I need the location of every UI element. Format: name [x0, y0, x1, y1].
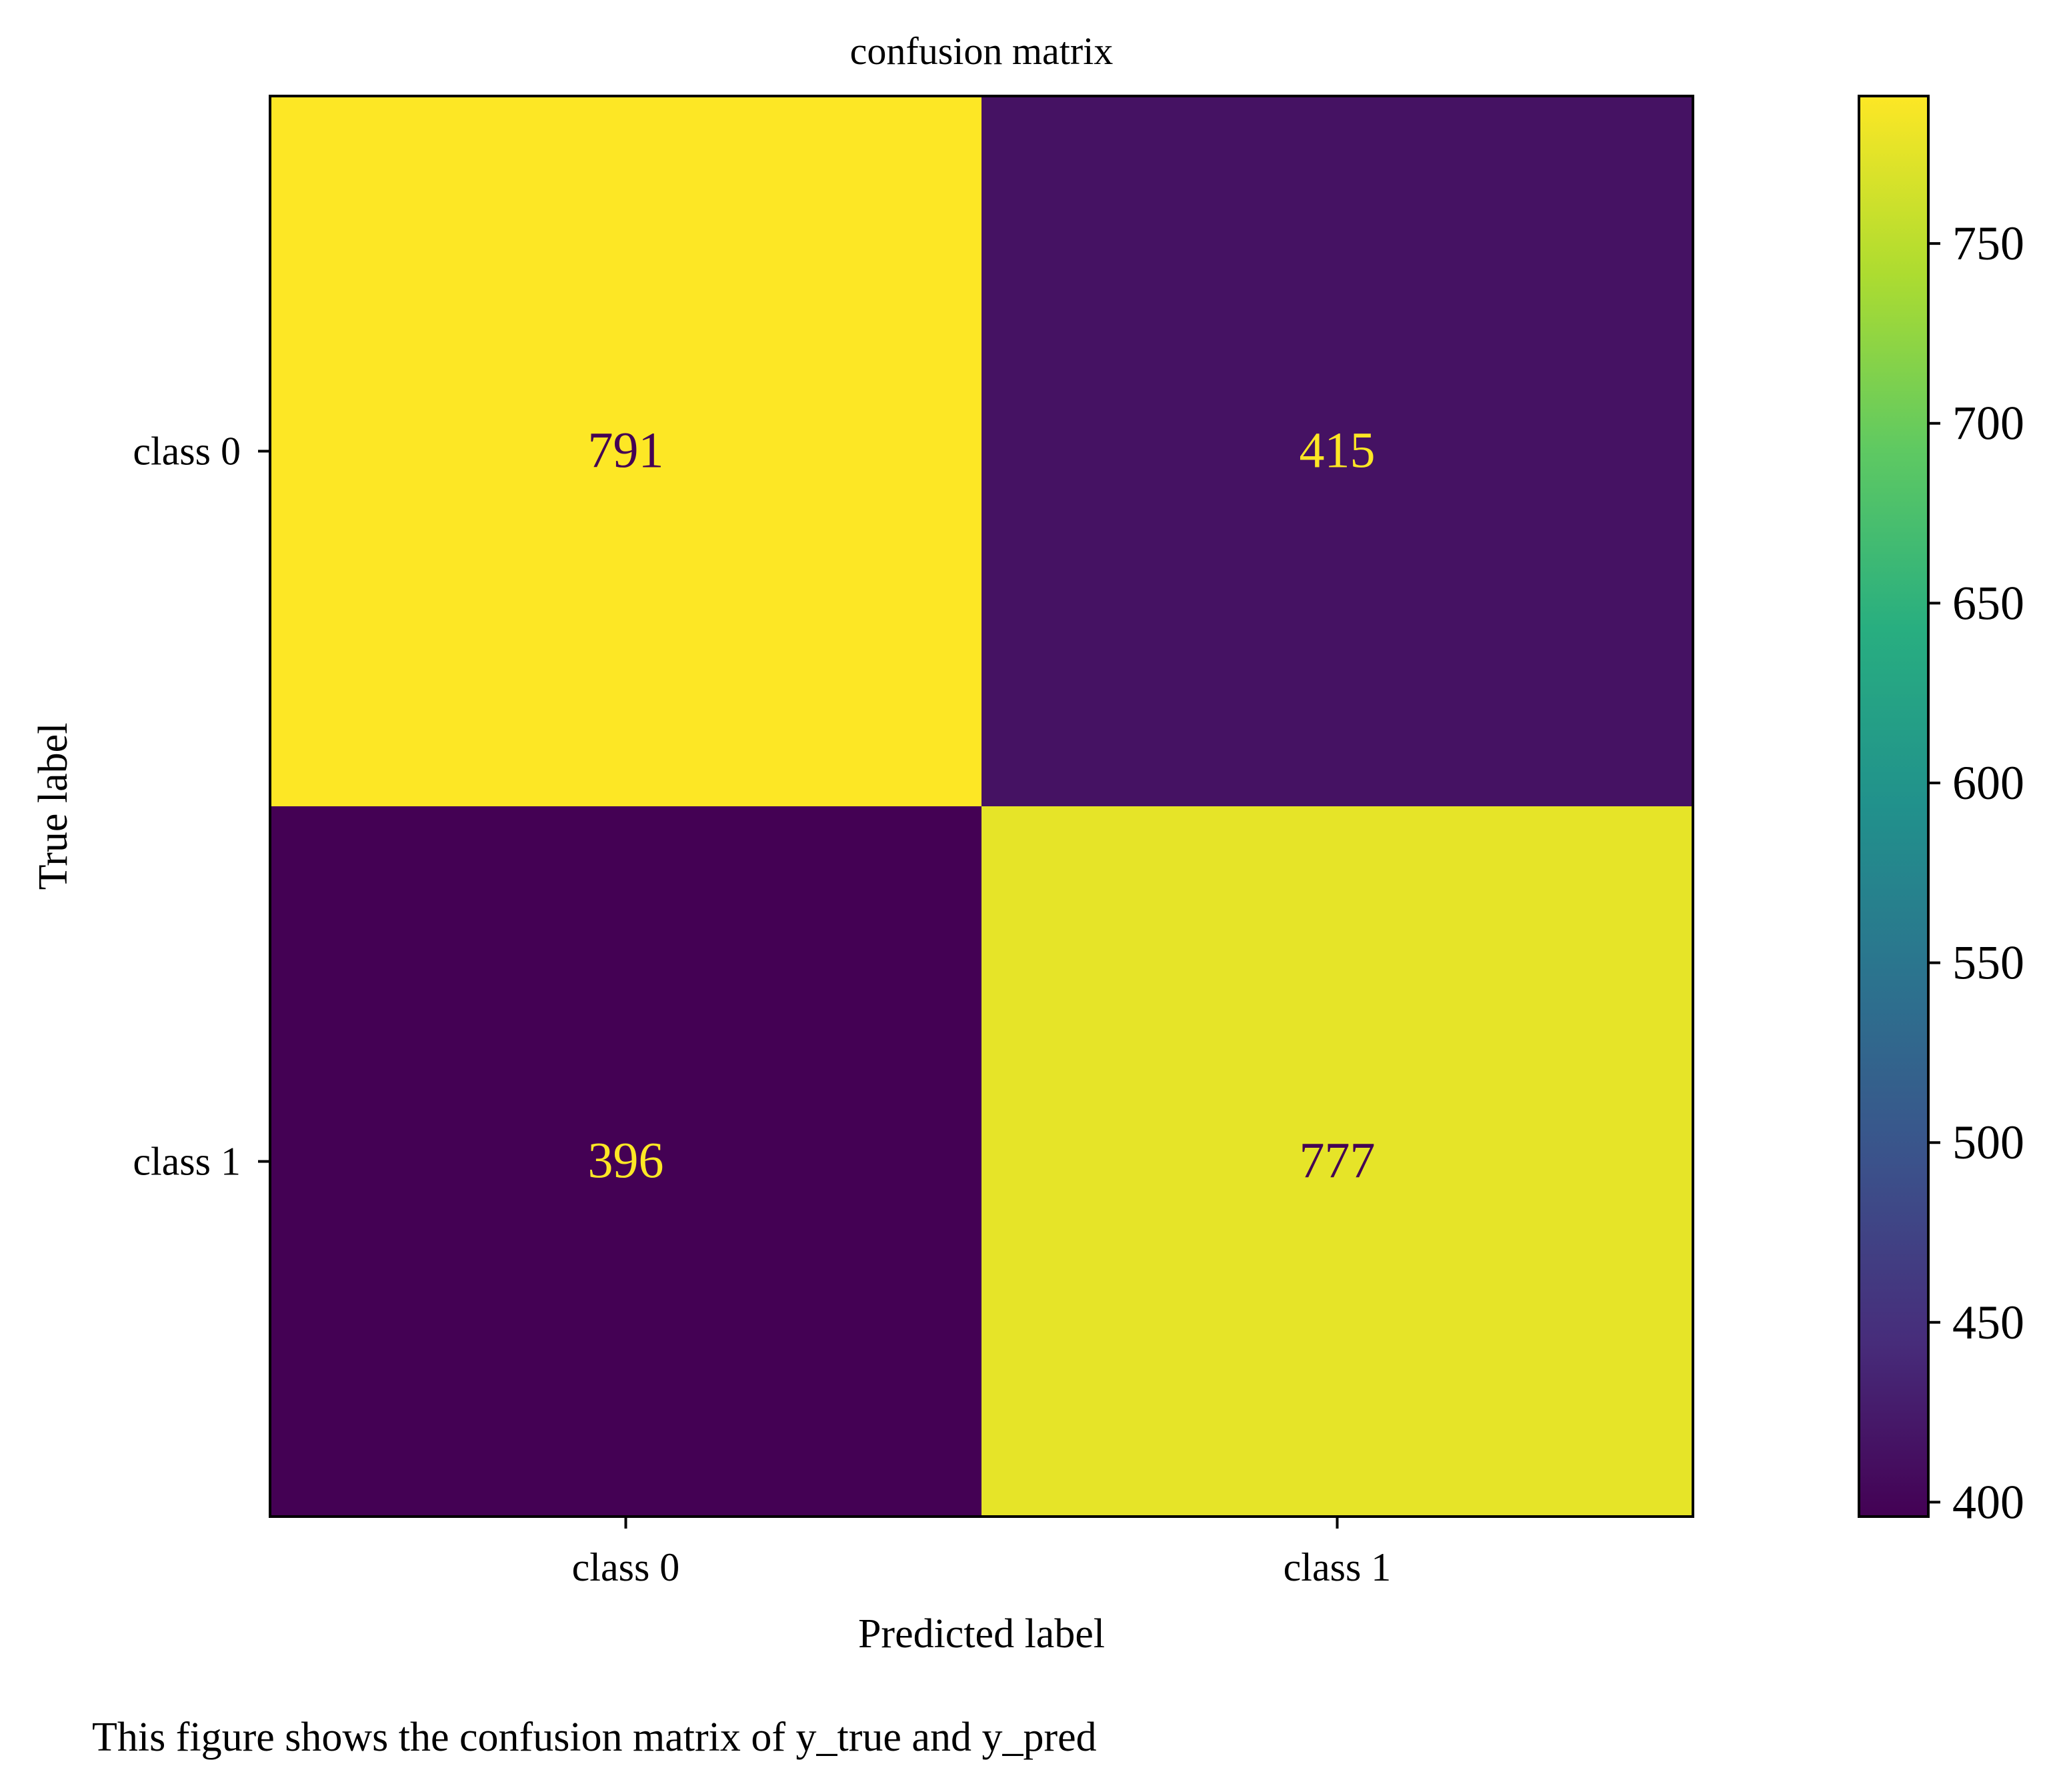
- cell-value-label: 791: [588, 423, 664, 479]
- colorbar-tick-label: 600: [1952, 756, 2024, 810]
- x-axis-label: Predicted label: [858, 1611, 1105, 1657]
- matrix-cell: [270, 96, 982, 807]
- cell-value-label: 777: [1300, 1133, 1376, 1189]
- y-tick-label: class 0: [133, 429, 241, 474]
- colorbar-tick-label: 700: [1952, 397, 2024, 450]
- colorbar-tick-label: 550: [1952, 936, 2024, 990]
- x-tick-label: class 0: [572, 1545, 680, 1589]
- colorbar-tick-label: 450: [1952, 1296, 2024, 1349]
- cell-value-label: 415: [1300, 423, 1376, 479]
- matrix-cell: [981, 806, 1694, 1517]
- figure-caption: This figure shows the confusion matrix o…: [92, 1715, 1097, 1760]
- colorbar-tick-label: 750: [1952, 217, 2024, 270]
- y-tick-label: class 1: [133, 1140, 241, 1184]
- colorbar-tick-label: 500: [1952, 1116, 2024, 1169]
- colorbar: [1858, 95, 1930, 1518]
- chart-title: confusion matrix: [850, 29, 1114, 73]
- plot-frame: [269, 95, 1694, 1518]
- matrix-cell: [981, 96, 1694, 807]
- matrix-cell: [270, 806, 982, 1517]
- cell-value-label: 396: [588, 1133, 664, 1189]
- x-tick-label: class 1: [1284, 1545, 1392, 1589]
- colorbar-tick-label: 650: [1952, 576, 2024, 630]
- colorbar-tick-label: 400: [1952, 1475, 2024, 1529]
- y-axis-label: True label: [31, 723, 76, 890]
